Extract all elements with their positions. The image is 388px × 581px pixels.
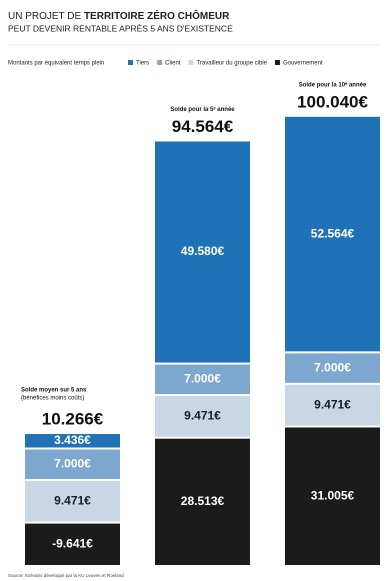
category-label: Solde pour la 10ᵉ année xyxy=(299,82,367,88)
segment-label: 31.005€ xyxy=(311,488,355,502)
bar-segment xyxy=(285,384,380,426)
bar-segment xyxy=(155,364,250,395)
annotation: (bénéfices moins coûts) xyxy=(21,396,84,402)
segment-label: 7.000€ xyxy=(184,371,221,385)
legend-label: Travailleur du groupe cible xyxy=(196,61,267,67)
segment-label: 9.471€ xyxy=(54,493,91,507)
segment-label: 49.580€ xyxy=(181,244,225,258)
legend-swatch xyxy=(157,60,163,65)
bar-segment xyxy=(25,449,120,479)
bar-segment xyxy=(285,353,380,383)
segment-label: 9.471€ xyxy=(314,397,351,411)
chart-subtitle: PEUT DEVENIR RENTABLE APRÈS 5 ANS D'EXIS… xyxy=(8,23,233,33)
source: Source: Scénario développé par la KU Leu… xyxy=(8,573,124,578)
legend-title: Montants par équivalent temps plein xyxy=(8,61,104,67)
bar-segment xyxy=(155,141,250,363)
bar-segment xyxy=(285,116,380,352)
bar-segment xyxy=(155,396,250,437)
bar-total: 100.040€ xyxy=(297,92,368,111)
legend-label: Gouvernement xyxy=(283,61,323,67)
legend-label: Tiers xyxy=(136,61,149,67)
segment-label: 28.513€ xyxy=(181,494,225,508)
segment-label: 9.471€ xyxy=(184,409,221,423)
segment-label: -9.641€ xyxy=(52,536,93,550)
bar-total: 10.266€ xyxy=(42,410,104,429)
segment-label: 7.000€ xyxy=(54,456,91,470)
segment-label: 7.000€ xyxy=(314,360,351,374)
bar-segment xyxy=(25,523,120,565)
category-label: Solde moyen sur 5 ans xyxy=(21,388,87,394)
title-part: TERRITOIRE ZÉRO CHÔMEUR xyxy=(84,9,230,22)
legend-swatch xyxy=(274,60,280,65)
legend-swatch xyxy=(128,60,133,65)
legend-label: Client xyxy=(165,61,181,67)
bar-segment xyxy=(25,480,120,522)
chart-title: UN PROJET DE TERRITOIRE ZÉRO CHÔMEUR xyxy=(8,9,230,22)
bar-segment xyxy=(285,427,380,565)
category-label: Solde pour la 5ᵉ année xyxy=(170,107,235,113)
bar-segment xyxy=(155,438,250,565)
bar-segment xyxy=(25,434,120,448)
legend-swatch xyxy=(188,60,194,65)
segment-label: 52.564€ xyxy=(311,226,355,240)
title-part: UN PROJET DE xyxy=(8,11,84,22)
segment-label: 3.436€ xyxy=(54,433,91,447)
bar-total: 94.564€ xyxy=(172,117,234,136)
